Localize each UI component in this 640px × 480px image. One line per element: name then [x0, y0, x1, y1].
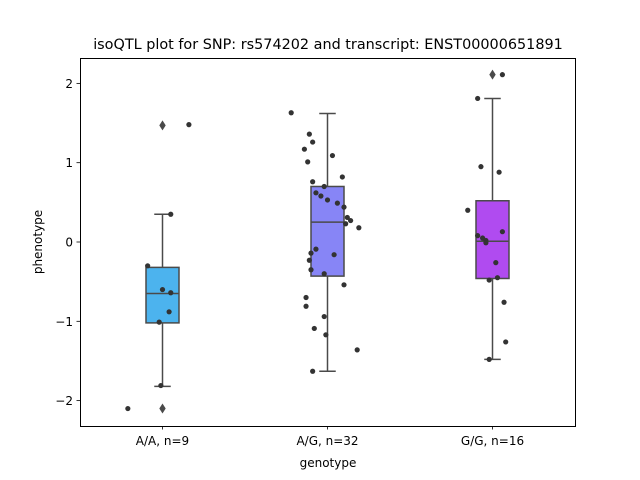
y-tick-label: −1 — [55, 315, 73, 329]
data-point — [499, 72, 505, 78]
data-point — [331, 252, 337, 258]
box-group — [475, 69, 510, 361]
data-point — [465, 207, 471, 213]
data-point — [321, 183, 327, 190]
data-point — [168, 211, 174, 217]
data-point — [486, 356, 492, 362]
box-group — [145, 120, 180, 414]
y-tick-label: −2 — [55, 394, 73, 408]
box-plots — [145, 69, 510, 414]
box-group — [310, 112, 345, 373]
data-point — [341, 204, 347, 210]
data-point — [341, 282, 347, 288]
data-point — [318, 193, 324, 199]
y-axis-label: phenotype — [31, 210, 45, 274]
data-point — [313, 246, 319, 252]
data-point — [494, 275, 501, 281]
data-point — [306, 131, 312, 137]
data-point — [493, 260, 499, 266]
y-axis: −2 −1 0 1 2 — [55, 77, 80, 408]
y-tick-label: 2 — [65, 77, 73, 91]
data-point — [339, 174, 345, 180]
y-tick-label: 0 — [65, 236, 73, 250]
plot-frame — [80, 58, 576, 427]
data-point — [475, 95, 481, 102]
data-point — [156, 319, 162, 325]
data-point — [503, 339, 509, 345]
data-point — [311, 325, 317, 332]
outlier-marker — [159, 120, 166, 131]
data-point — [308, 267, 314, 273]
x-tick-label: A/A, n=9 — [136, 434, 189, 448]
data-point — [186, 122, 192, 128]
data-point — [356, 225, 362, 231]
data-point — [159, 286, 166, 293]
data-point — [475, 233, 481, 239]
data-point — [348, 217, 354, 224]
data-point — [501, 299, 507, 305]
data-point — [310, 368, 316, 374]
data-point — [145, 263, 151, 269]
data-point — [321, 313, 327, 320]
data-point — [306, 257, 312, 263]
data-point — [323, 332, 329, 338]
data-point — [303, 294, 309, 301]
data-point — [483, 240, 489, 246]
data-point — [334, 200, 340, 206]
data-point — [168, 290, 174, 296]
data-point — [329, 152, 336, 159]
data-point — [288, 110, 294, 116]
data-point — [324, 197, 331, 203]
data-point — [158, 382, 164, 389]
data-point — [305, 159, 311, 165]
data-point — [310, 179, 316, 185]
x-axis: A/A, n=9 A/G, n=32 G/G, n=16 — [136, 426, 524, 448]
data-point — [496, 169, 502, 175]
outlier-marker — [159, 403, 166, 414]
y-tick-label: 1 — [65, 156, 73, 170]
data-point — [313, 190, 319, 196]
outlier-marker — [489, 69, 496, 80]
data-point — [321, 271, 327, 277]
x-tick-label: G/G, n=16 — [461, 434, 524, 448]
data-point — [308, 250, 314, 256]
chart-title: isoQTL plot for SNP: rs574202 and transc… — [93, 37, 563, 53]
box-iqr — [145, 266, 180, 324]
data-point — [166, 309, 172, 315]
data-point — [125, 405, 131, 412]
data-point — [486, 277, 492, 283]
x-tick-label: A/G, n=32 — [296, 434, 358, 448]
x-axis-label: genotype — [300, 456, 357, 470]
data-point — [478, 164, 484, 170]
data-point — [301, 146, 307, 152]
strip-points — [125, 72, 509, 412]
data-point — [499, 229, 505, 235]
data-point — [310, 139, 316, 145]
data-point — [344, 214, 350, 221]
data-point — [354, 347, 360, 353]
data-point — [303, 303, 309, 309]
data-point — [343, 221, 349, 227]
